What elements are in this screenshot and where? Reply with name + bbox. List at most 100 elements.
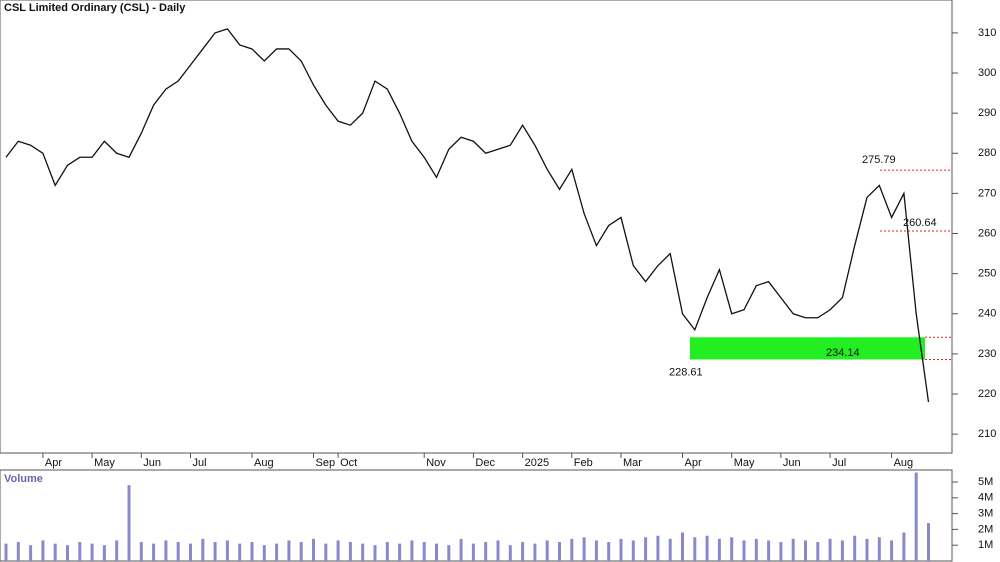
volume-bar [238, 543, 242, 561]
volume-bar [484, 542, 488, 561]
volume-bar [189, 543, 192, 561]
volume-bar [521, 542, 525, 561]
y-tick-label: 280 [978, 147, 996, 159]
volume-bar [668, 538, 672, 561]
y-tick-label: 230 [978, 348, 996, 360]
x-tick-label: Sep [316, 457, 336, 469]
y-tick-label: 240 [978, 308, 996, 320]
price-line [5, 28, 930, 403]
volume-bar [644, 537, 648, 561]
y-tick-label: 3M [978, 508, 993, 520]
volume-bar [225, 540, 229, 561]
x-tick-label: Feb [574, 457, 593, 469]
volume-bar [619, 538, 623, 561]
volume-title: Volume [4, 473, 43, 485]
volume-bar [865, 538, 869, 561]
annotation-label: 234.14 [826, 347, 860, 359]
support-zone [690, 337, 925, 360]
volume-bar [594, 540, 598, 561]
volume-bar [4, 543, 8, 561]
x-tick-label: Jun [143, 457, 161, 469]
x-tick-label: May [94, 457, 115, 469]
volume-bar [41, 540, 45, 561]
volume-bar [29, 545, 33, 561]
volume-frame [0, 469, 953, 562]
volume-bar [127, 485, 131, 561]
volume-bar [422, 542, 426, 561]
volume-bar [152, 543, 156, 561]
volume-bar [299, 542, 303, 561]
volume-bar [361, 543, 365, 561]
y-tick-label: 260 [978, 227, 996, 239]
volume-bar [115, 540, 119, 561]
volume-bar [324, 543, 328, 561]
volume-bar [78, 542, 82, 561]
volume-bar [816, 542, 820, 561]
volume-bar [570, 538, 574, 561]
volume-bar [16, 542, 20, 561]
x-tick-label: Dec [475, 457, 495, 469]
y-tick-label: 4M [978, 492, 993, 504]
volume-bar [508, 545, 512, 561]
x-tick-label: Apr [685, 457, 702, 469]
volume-bar [767, 540, 771, 561]
y-tick-label: 270 [978, 187, 996, 199]
annotation-label: 260.64 [903, 217, 937, 229]
volume-bar [90, 543, 94, 561]
volume-bar [558, 542, 561, 561]
volume-bar [435, 543, 438, 561]
volume-bar [742, 540, 746, 561]
volume-bar [730, 537, 734, 561]
y-tick-label: 220 [978, 388, 996, 400]
volume-bar [631, 540, 635, 561]
price-frame [0, 0, 953, 454]
volume-bar [693, 537, 697, 561]
volume-bar [287, 540, 291, 561]
y-tick-label: 310 [978, 27, 996, 39]
y-tick-label: 210 [978, 428, 996, 440]
x-tick-label: May [734, 457, 755, 469]
x-tick-label: Jun [783, 457, 801, 469]
x-tick-label: Jul [193, 457, 207, 469]
volume-bar [447, 545, 451, 561]
volume-bar [890, 540, 894, 561]
volume-bar [717, 538, 721, 561]
volume-bar [656, 535, 660, 561]
x-tick-label: Oct [340, 457, 357, 469]
volume-bar [471, 543, 475, 561]
volume-bar [902, 532, 906, 561]
x-tick-label: Jul [832, 457, 846, 469]
volume-bar [840, 540, 844, 561]
volume-bar [176, 542, 180, 561]
volume-bar [348, 542, 352, 561]
y-tick-label: 250 [978, 268, 996, 280]
x-tick-label: Mar [623, 457, 642, 469]
volume-bar [398, 543, 402, 561]
volume-bar [705, 535, 709, 561]
annotation-label: 275.79 [862, 154, 896, 166]
volume-bar [385, 542, 389, 561]
y-tick-label: 5M [978, 476, 993, 488]
y-tick-label: 290 [978, 107, 996, 119]
volume-bar [853, 535, 857, 561]
volume-bar [250, 542, 254, 561]
y-tick-label: 300 [978, 67, 996, 79]
volume-bar [914, 472, 918, 561]
volume-bar [496, 540, 500, 561]
volume-bar [201, 538, 205, 561]
volume-bar [607, 542, 611, 561]
x-tick-label: Aug [254, 457, 274, 469]
y-tick-label: 1M [978, 539, 993, 551]
volume-bar [545, 540, 549, 561]
volume-bar [791, 538, 795, 561]
y-tick-label: 2M [978, 523, 993, 535]
annotation-label: 228.61 [669, 366, 703, 378]
volume-bar [164, 540, 168, 561]
volume-bar [582, 537, 586, 561]
x-tick-label: Aug [894, 457, 914, 469]
volume-bar [533, 543, 537, 561]
volume-bar [681, 532, 684, 561]
x-tick-label: Apr [45, 457, 62, 469]
volume-bar [410, 540, 414, 561]
